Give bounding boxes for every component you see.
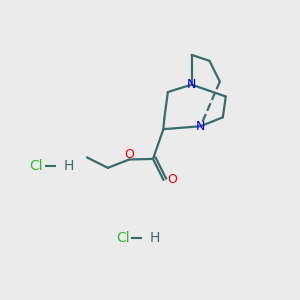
Text: Cl: Cl bbox=[116, 231, 129, 245]
Text: H: H bbox=[64, 159, 74, 173]
Text: O: O bbox=[124, 148, 134, 161]
Text: H: H bbox=[150, 231, 160, 245]
Text: N: N bbox=[187, 78, 196, 91]
Text: Cl: Cl bbox=[30, 159, 43, 173]
Text: O: O bbox=[167, 172, 177, 186]
Text: N: N bbox=[196, 120, 205, 133]
